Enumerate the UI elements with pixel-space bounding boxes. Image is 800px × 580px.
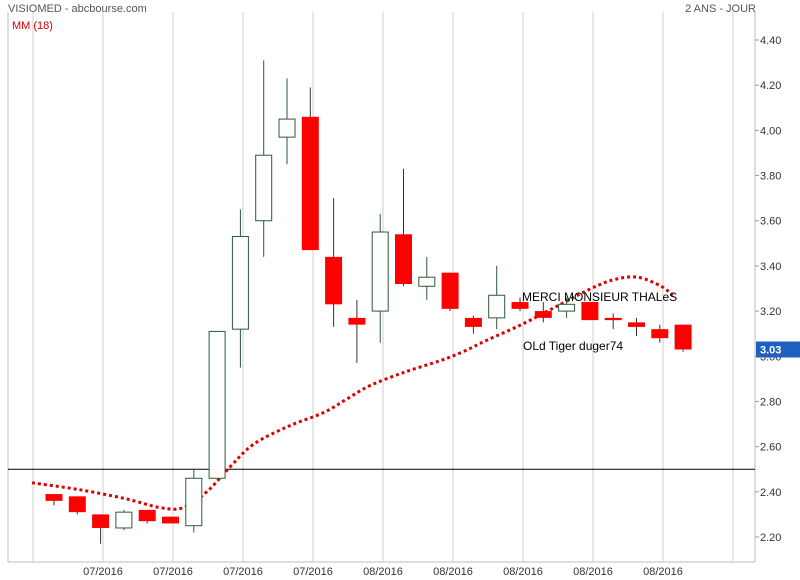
x-tick-label: 08/2016 — [503, 566, 543, 578]
candle-body-up — [115, 511, 133, 529]
candle — [581, 302, 599, 321]
y-tick-label: 4.40 — [760, 35, 781, 47]
chart-title: VISIOMED - abcbourse.com — [8, 3, 147, 15]
x-tick-label: 07/2016 — [223, 566, 263, 578]
x-tick-label: 07/2016 — [83, 566, 123, 578]
x-tick-label: 08/2016 — [433, 566, 473, 578]
candle-body-down — [511, 302, 529, 309]
candle-body-down — [604, 317, 622, 321]
last-price-layer: 3.03 — [756, 341, 800, 358]
candle — [185, 469, 203, 533]
candle — [138, 509, 156, 524]
candle — [301, 87, 319, 251]
candle-body-down — [68, 496, 86, 513]
y-tick-label: 2.60 — [760, 442, 781, 454]
candle-body-down — [674, 324, 692, 350]
candle-body-up — [278, 118, 296, 138]
annotation-merci: MERCI MONSIEUR THALeS — [522, 290, 677, 304]
candle-body-up — [255, 154, 273, 222]
y-tick-label: 3.40 — [760, 261, 781, 273]
y-tick-label: 2.80 — [760, 396, 781, 408]
candle-body-down — [395, 234, 412, 284]
x-tick-label: 08/2016 — [363, 566, 403, 578]
moving-average-layer — [31, 275, 674, 511]
candle-body-down — [651, 329, 669, 339]
candle-body-down — [162, 516, 179, 524]
x-tick-label: 07/2016 — [153, 566, 193, 578]
period-label[interactable]: 2 ANS - JOUR — [685, 3, 756, 15]
candle-body-down — [628, 322, 645, 327]
y-tick-label: 3.60 — [760, 216, 781, 228]
candle-body-down — [92, 514, 110, 528]
y-tick-label: 2.20 — [760, 532, 781, 544]
candle — [278, 78, 296, 165]
candle-body-down — [45, 494, 63, 501]
candle — [92, 514, 110, 544]
y-tick-label: 4.20 — [760, 80, 781, 92]
axis-layer: 4.404.204.003.803.603.403.203.002.802.60… — [83, 35, 781, 578]
candle — [371, 213, 389, 343]
candle-body-up — [488, 294, 506, 319]
candle — [162, 516, 179, 524]
candle — [464, 315, 482, 334]
candle-body-down — [138, 509, 156, 522]
candle-body-up — [558, 303, 576, 312]
y-tick-label: 2.40 — [760, 487, 781, 499]
candle-body-down — [464, 317, 482, 327]
candle-body-up — [208, 330, 226, 479]
candle — [604, 313, 622, 330]
candle — [558, 297, 576, 318]
candle — [674, 324, 692, 352]
y-tick-label: 4.00 — [760, 125, 781, 137]
candle — [255, 60, 273, 257]
candle — [231, 209, 249, 368]
annotations-layer: MERCI MONSIEUR THALeS OLd Tiger duger74 — [522, 290, 677, 353]
candle — [488, 265, 506, 330]
candle-body-down — [348, 317, 366, 325]
last-price-badge — [756, 341, 800, 358]
candle-body-down — [301, 116, 319, 251]
x-tick-label: 07/2016 — [293, 566, 333, 578]
candle — [115, 509, 133, 531]
candle-body-down — [325, 256, 343, 305]
candle-body-up — [371, 231, 389, 312]
candle — [208, 330, 226, 479]
x-tick-label: 08/2016 — [573, 566, 613, 578]
candle — [534, 302, 552, 323]
candle-body-up — [185, 477, 203, 527]
candle — [651, 324, 669, 343]
candle-body-down — [534, 311, 552, 318]
candle — [441, 272, 459, 312]
x-tick-label: 08/2016 — [643, 566, 683, 578]
candle-body-up — [231, 236, 249, 330]
candle — [511, 297, 529, 312]
candle — [628, 317, 645, 336]
annotation-old-tiger: OLd Tiger duger74 — [523, 339, 623, 353]
candle — [68, 496, 86, 515]
candle-body-down — [441, 272, 459, 309]
candle-body-down — [581, 302, 599, 321]
y-tick-label: 3.80 — [760, 171, 781, 183]
last-price-value: 3.03 — [760, 344, 781, 356]
candle — [45, 494, 63, 506]
candle — [325, 198, 343, 327]
candle — [418, 256, 436, 300]
moving-average-line — [31, 275, 674, 511]
candle — [348, 299, 366, 364]
y-tick-label: 3.20 — [760, 306, 781, 318]
candle-body-up — [418, 276, 436, 287]
candle — [395, 168, 412, 287]
candles-layer — [45, 60, 692, 544]
moving-average-label: MM (18) — [12, 20, 53, 32]
